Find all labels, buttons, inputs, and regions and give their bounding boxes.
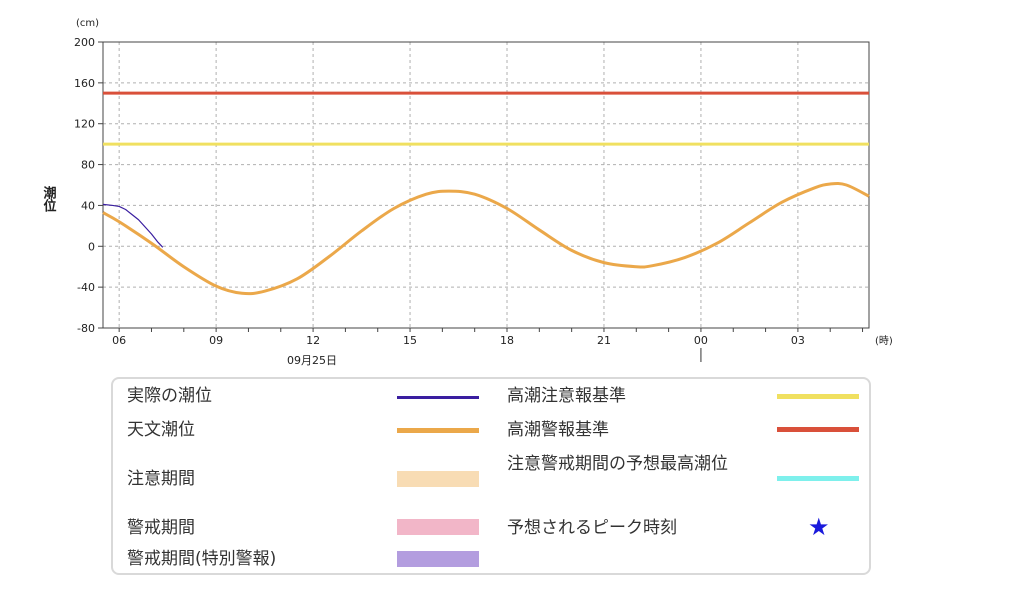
- legend-swatch-actual-tide: [397, 396, 479, 399]
- legend-star-icon: ★: [808, 513, 830, 541]
- x-unit-label: (時): [875, 335, 893, 347]
- legend-label-predicted-max-tide: 注意警戒期間の予想最高潮位: [507, 454, 728, 474]
- x-tick-label: 06: [112, 334, 126, 347]
- grid-lines: [103, 42, 869, 328]
- legend-swatch-storm-surge-advisory: [777, 394, 859, 399]
- y-axis-label: 潮位: [41, 185, 57, 213]
- legend-swatch-warning-period: [397, 519, 479, 535]
- y-tick-label: 40: [81, 199, 95, 212]
- legend-swatch-storm-surge-warning: [777, 427, 859, 432]
- tide-chart: 200 160 120 80 40 0 -40 -80 06 09 12 15 18 21 00 03 (cm…: [41, 18, 893, 367]
- y-tick-label: 80: [81, 159, 95, 172]
- plot-frame: [102, 41, 870, 329]
- legend-label-warning-period: 警戒期間: [127, 518, 195, 538]
- legend: 実際の潮位 天文潮位 注意期間 警戒期間 警戒期間(特別警報) 高潮注意報基準 …: [111, 377, 871, 575]
- x-tick-label: 12: [306, 334, 320, 347]
- y-tick-label: 200: [74, 36, 95, 49]
- legend-label-predicted-peak-time: 予想されるピーク時刻: [507, 518, 677, 538]
- legend-swatch-predicted-max-tide: [777, 476, 859, 481]
- legend-label-astronomical-tide: 天文潮位: [127, 420, 195, 440]
- series-actual-tide: [102, 203, 164, 248]
- legend-label-storm-surge-warning: 高潮警報基準: [507, 420, 609, 440]
- legend-label-caution-period: 注意期間: [127, 469, 195, 489]
- series-layer: [102, 91, 870, 296]
- legend-swatch-special-warning-period: [397, 551, 479, 567]
- legend-label-special-warning-period: 警戒期間(特別警報): [127, 549, 277, 569]
- y-tick-label: 120: [74, 118, 95, 131]
- legend-swatch-caution-period: [397, 471, 479, 487]
- x-tick-label: 15: [403, 334, 417, 347]
- series-astronomical-tide: [102, 182, 870, 296]
- x-tick-label: 21: [597, 334, 611, 347]
- y-unit-label: (cm): [76, 18, 99, 29]
- legend-label-actual-tide: 実際の潮位: [127, 386, 212, 406]
- y-tick-label: -40: [77, 281, 95, 294]
- y-tick-label: 160: [74, 77, 95, 90]
- legend-label-storm-surge-advisory: 高潮注意報基準: [507, 386, 626, 406]
- x-tick-label: 03: [791, 334, 805, 347]
- y-tick-label: 0: [88, 240, 95, 253]
- y-tick-label: -80: [77, 322, 95, 335]
- x-tick-label: 18: [500, 334, 514, 347]
- x-tick-label: 09: [209, 334, 223, 347]
- x-tick-label: 00: [694, 334, 708, 347]
- date-label: 09月25日: [287, 354, 337, 367]
- axes: 200 160 120 80 40 0 -40 -80 06 09 12 15 18 21 00 03: [74, 36, 870, 362]
- legend-swatch-astronomical-tide: [397, 428, 479, 433]
